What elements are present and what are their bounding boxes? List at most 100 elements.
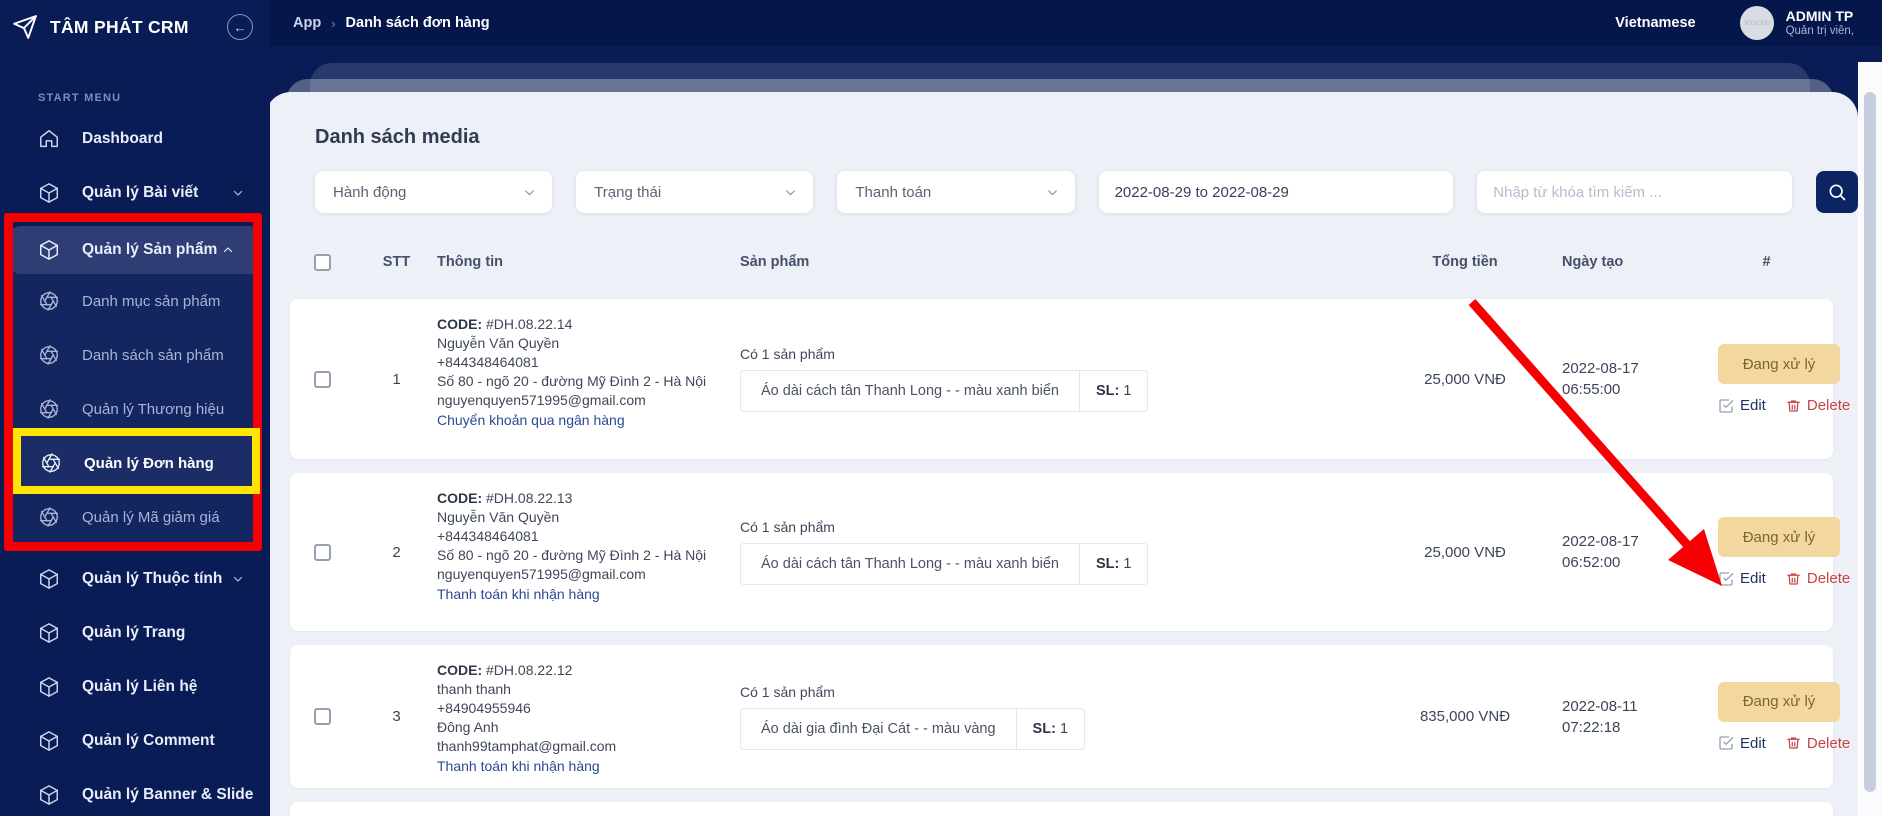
row-actions: Đang xử lý Edit Delete — [1700, 517, 1850, 587]
top-header-bar: App › Danh sách đơn hàng Vietnamese 300x… — [0, 0, 1882, 46]
edit-button[interactable]: Edit — [1718, 570, 1766, 587]
order-code: #DH.08.22.13 — [486, 490, 573, 506]
sidebar-item-label: Quản lý Trang — [82, 624, 186, 641]
breadcrumb: App › Danh sách đơn hàng — [293, 0, 490, 46]
date-range-input[interactable] — [1098, 171, 1454, 213]
order-date: 2022-08-17 — [1562, 533, 1639, 550]
row-checkbox[interactable] — [314, 370, 331, 388]
cube-icon — [38, 568, 60, 590]
sidebar-item-label: Quản lý Comment — [82, 732, 215, 749]
order-created: 2022-08-17 06:55:00 — [1550, 358, 1700, 400]
user-menu[interactable]: 300x300 ADMIN TP Quản trị viên, — [1739, 6, 1854, 40]
code-label: CODE: — [437, 316, 483, 332]
avatar: 300x300 — [1739, 6, 1774, 40]
delete-button[interactable]: Delete — [1786, 570, 1850, 587]
aperture-icon — [38, 344, 60, 366]
product-name: Áo dài cách tân Thanh Long - - màu xanh … — [761, 556, 1059, 572]
status-badge: Đang xử lý — [1718, 681, 1840, 722]
row-stt: 3 — [392, 708, 401, 725]
row-stt: 2 — [392, 543, 401, 561]
action-select-label: Hành động — [333, 183, 407, 201]
product-count: Có 1 sản phẩm — [740, 519, 835, 535]
sidebar-item-label: Quản lý Đơn hàng — [84, 454, 214, 472]
order-time: 07:22:18 — [1562, 718, 1621, 736]
sidebar-item-label: Danh sách sản phẩm — [82, 346, 224, 364]
aperture-icon — [38, 506, 60, 528]
sidebar-item-san-pham[interactable]: Quản lý Sản phẩm — [10, 226, 260, 274]
delete-button[interactable]: Delete — [1786, 735, 1850, 752]
edit-icon — [1719, 736, 1734, 750]
table-row: 2 CODE: #DH.08.22.13 Nguyễn Văn Quyền +8… — [290, 473, 1850, 631]
sidebar-item-dashboard[interactable]: Dashboard — [0, 112, 270, 166]
col-header-created: Ngày tạo — [1562, 254, 1624, 270]
action-select[interactable]: Hành động — [315, 171, 553, 213]
sidebar-item-thuoc-tinh[interactable]: Quản lý Thuộc tính — [0, 552, 270, 606]
order-total: 25,000 VNĐ — [1424, 370, 1506, 388]
sidebar-item-lien-he[interactable]: Quản lý Liên hệ — [0, 660, 270, 714]
sidebar-section-label: START MENU — [38, 92, 122, 104]
home-icon — [38, 128, 60, 150]
order-created: 2022-08-11 07:22:18 — [1550, 696, 1700, 738]
edit-button[interactable]: Edit — [1718, 397, 1766, 414]
sidebar-item-label: Dashboard — [82, 130, 163, 147]
sidebar-item-danh-muc-san-pham[interactable]: Danh mục sản phẩm — [10, 274, 260, 328]
order-code: #DH.08.22.12 — [486, 662, 573, 678]
row-checkbox[interactable] — [314, 543, 331, 561]
sidebar-item-trang[interactable]: Quản lý Trang — [0, 606, 270, 660]
product-cell: Có 1 sản phẩm Áo dài cách tân Thanh Long… — [740, 346, 1380, 412]
order-time: 06:55:00 — [1562, 381, 1621, 398]
filter-bar: Hành động Trạng thái Thanh toán — [315, 171, 1858, 213]
col-header-actions: # — [1762, 254, 1771, 270]
row-checkbox[interactable] — [314, 708, 331, 725]
sidebar-group-san-pham: Quản lý Sản phẩm Danh mục sản phẩm Danh … — [10, 226, 260, 546]
sl-label: SL: — [1096, 556, 1120, 572]
user-name: ADMIN TP — [1785, 8, 1854, 24]
search-button[interactable] — [1816, 171, 1858, 213]
trash-icon — [1787, 399, 1800, 412]
sl-value: 1 — [1123, 556, 1132, 572]
scrollbar-thumb[interactable] — [1864, 92, 1876, 792]
chevron-down-icon — [1047, 189, 1057, 195]
product-box: Áo dài cách tân Thanh Long - - màu xanh … — [740, 543, 1149, 585]
product-count: Có 1 sản phẩm — [740, 683, 835, 700]
page-title: Danh sách media — [315, 126, 480, 148]
product-name: Áo dài gia đình Đại Cát - - màu vàng — [761, 720, 996, 737]
order-created: 2022-08-17 06:52:00 — [1550, 531, 1700, 573]
orders-table: STT Thông tin Sản phẩm Tổng tiền Ngày tạ… — [290, 239, 1850, 816]
cube-icon — [38, 239, 60, 261]
table-row: 1 CODE: #DH.08.22.14 Nguyễn Văn Quyền +8… — [290, 299, 1850, 459]
sidebar-item-banner-slide[interactable]: Quản lý Banner & Slide — [0, 768, 270, 816]
payment-method: Chuyển khoản qua ngân hàng — [437, 412, 625, 428]
cube-icon — [38, 784, 60, 806]
search-input[interactable] — [1477, 171, 1793, 213]
order-code: #DH.08.22.14 — [486, 316, 573, 332]
select-all-checkbox[interactable] — [314, 253, 331, 271]
customer-email: nguyenquyen571995@gmail.com — [437, 392, 646, 408]
customer-address: Số 80 - ngõ 20 - đường Mỹ Đình 2 - Hà Nộ… — [437, 373, 707, 389]
sidebar-item-ma-giam-gia[interactable]: Quản lý Mã giảm giá — [10, 490, 260, 544]
table-row-partial — [290, 802, 1833, 816]
sidebar-item-label: Quản lý Bài viết — [82, 184, 199, 201]
sidebar-item-danh-sach-san-pham[interactable]: Danh sách sản phẩm — [10, 328, 260, 382]
status-select[interactable]: Trạng thái — [576, 171, 814, 213]
language-selector[interactable]: Vietnamese — [1615, 15, 1696, 31]
brand-logo-icon — [12, 14, 38, 40]
sidebar-item-label: Danh mục sản phẩm — [82, 292, 221, 310]
edit-button[interactable]: Edit — [1718, 735, 1766, 752]
customer-email: nguyenquyen571995@gmail.com — [437, 566, 646, 582]
cube-icon — [38, 730, 60, 752]
sidebar-item-bai-viet[interactable]: Quản lý Bài viết — [0, 166, 270, 220]
row-actions: Đang xử lý Edit Delete — [1700, 681, 1850, 752]
sidebar-item-comment[interactable]: Quản lý Comment — [0, 714, 270, 768]
product-name: Áo dài cách tân Thanh Long - - màu xanh … — [761, 383, 1059, 399]
breadcrumb-app[interactable]: App — [293, 15, 322, 31]
payment-select[interactable]: Thanh toán — [837, 171, 1075, 213]
sidebar-collapse-button[interactable]: ← — [227, 14, 253, 40]
chevron-down-icon — [786, 189, 796, 195]
delete-button[interactable]: Delete — [1786, 397, 1850, 414]
product-box: Áo dài cách tân Thanh Long - - màu xanh … — [740, 370, 1149, 412]
sidebar-item-thuong-hieu[interactable]: Quản lý Thương hiệu — [10, 382, 260, 436]
payment-select-label: Thanh toán — [855, 183, 932, 201]
product-count: Có 1 sản phẩm — [740, 346, 835, 362]
sidebar-item-don-hang[interactable]: Quản lý Đơn hàng — [12, 436, 258, 490]
